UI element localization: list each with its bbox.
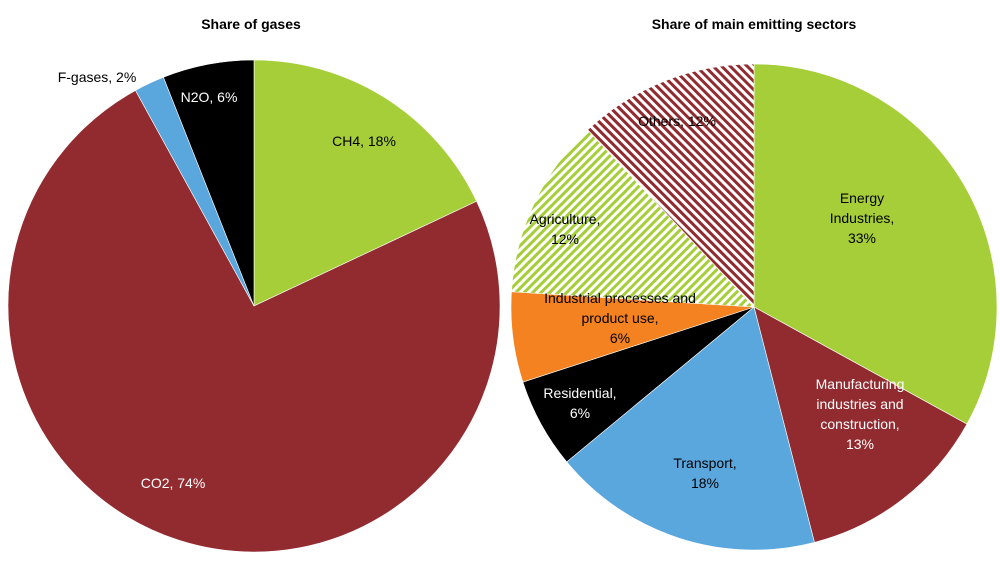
sectors-slice-transport: [566, 306, 815, 551]
gases-label-ch4-18-line-1: CH4, 18%: [332, 133, 396, 149]
gases-chart-title: Share of gases: [201, 16, 301, 32]
gases-pie: [7, 59, 501, 553]
gases-label-f-gases-2-line-1: F-gases, 2%: [58, 69, 137, 85]
gases-label-co2-74-line-1: CO2, 74%: [141, 475, 206, 491]
sectors-label-others-12: Others, 12%: [638, 113, 716, 129]
sectors-label-transport-line-1: Transport,: [673, 455, 736, 471]
gases-slice-ch4-18: [253, 59, 477, 307]
sectors-label-transport: Transport, 18%: [673, 455, 736, 491]
sectors-label-manufacturing-line-2: industries and: [816, 396, 903, 412]
sectors-label-energy-line-2: Industries,: [830, 210, 895, 226]
sectors-label-agriculture-line-1: Agriculture,: [530, 211, 601, 227]
sectors-label-industrial-processes-and: Industrial processes and product use, 6%: [544, 290, 696, 346]
sectors-label-manufacturing-line-3: construction,: [820, 416, 899, 432]
sectors-label-energy-line-1: Energy: [840, 190, 884, 206]
sectors-label-transport-line-2: 18%: [691, 475, 719, 491]
sectors-label-residential-line-1: Residential,: [543, 385, 616, 401]
slice-labels: CH4, 18% CO2, 74% F-gases, 2% N2O, 6% Energy…: [58, 69, 905, 491]
gases-label-co2-74: CO2, 74%: [141, 475, 206, 491]
sectors-label-agriculture: Agriculture, 12%: [530, 211, 601, 247]
sectors-label-industrial-processes-and-line-1: Industrial processes and: [544, 290, 696, 306]
sectors-slice-agriculture: [511, 129, 755, 308]
sectors-label-energy-line-3: 33%: [848, 230, 876, 246]
sectors-label-energy: Energy Industries, 33%: [830, 190, 895, 246]
gases-label-f-gases-2: F-gases, 2%: [58, 69, 137, 85]
sectors-label-manufacturing-line-1: Manufacturing: [816, 376, 905, 392]
sectors-label-manufacturing-line-4: 13%: [846, 436, 874, 452]
sectors-label-industrial-processes-and-line-3: 6%: [610, 330, 630, 346]
sectors-label-others-12-line-1: Others, 12%: [638, 113, 716, 129]
gases-label-n2o-6: N2O, 6%: [181, 89, 238, 105]
gases-label-n2o-6-line-1: N2O, 6%: [181, 89, 238, 105]
sectors-label-residential: Residential, 6%: [543, 385, 616, 421]
sectors-slice-others-12: [587, 63, 755, 308]
gases-label-ch4-18: CH4, 18%: [332, 133, 396, 149]
sectors-label-residential-line-2: 6%: [570, 405, 590, 421]
sectors-slice-energy: [753, 63, 998, 425]
sectors-label-industrial-processes-and-line-2: product use,: [581, 310, 658, 326]
sectors-label-agriculture-line-2: 12%: [551, 231, 579, 247]
sectors-chart-title: Share of main emitting sectors: [652, 16, 857, 32]
sectors-pie: [510, 63, 998, 551]
sectors-slice-manufacturing: [753, 306, 968, 543]
gases-slice-co2-74: [7, 90, 501, 553]
sectors-label-manufacturing: Manufacturing industries and construction,…: [816, 376, 905, 452]
gases-slice-n2o-6: [163, 59, 255, 307]
